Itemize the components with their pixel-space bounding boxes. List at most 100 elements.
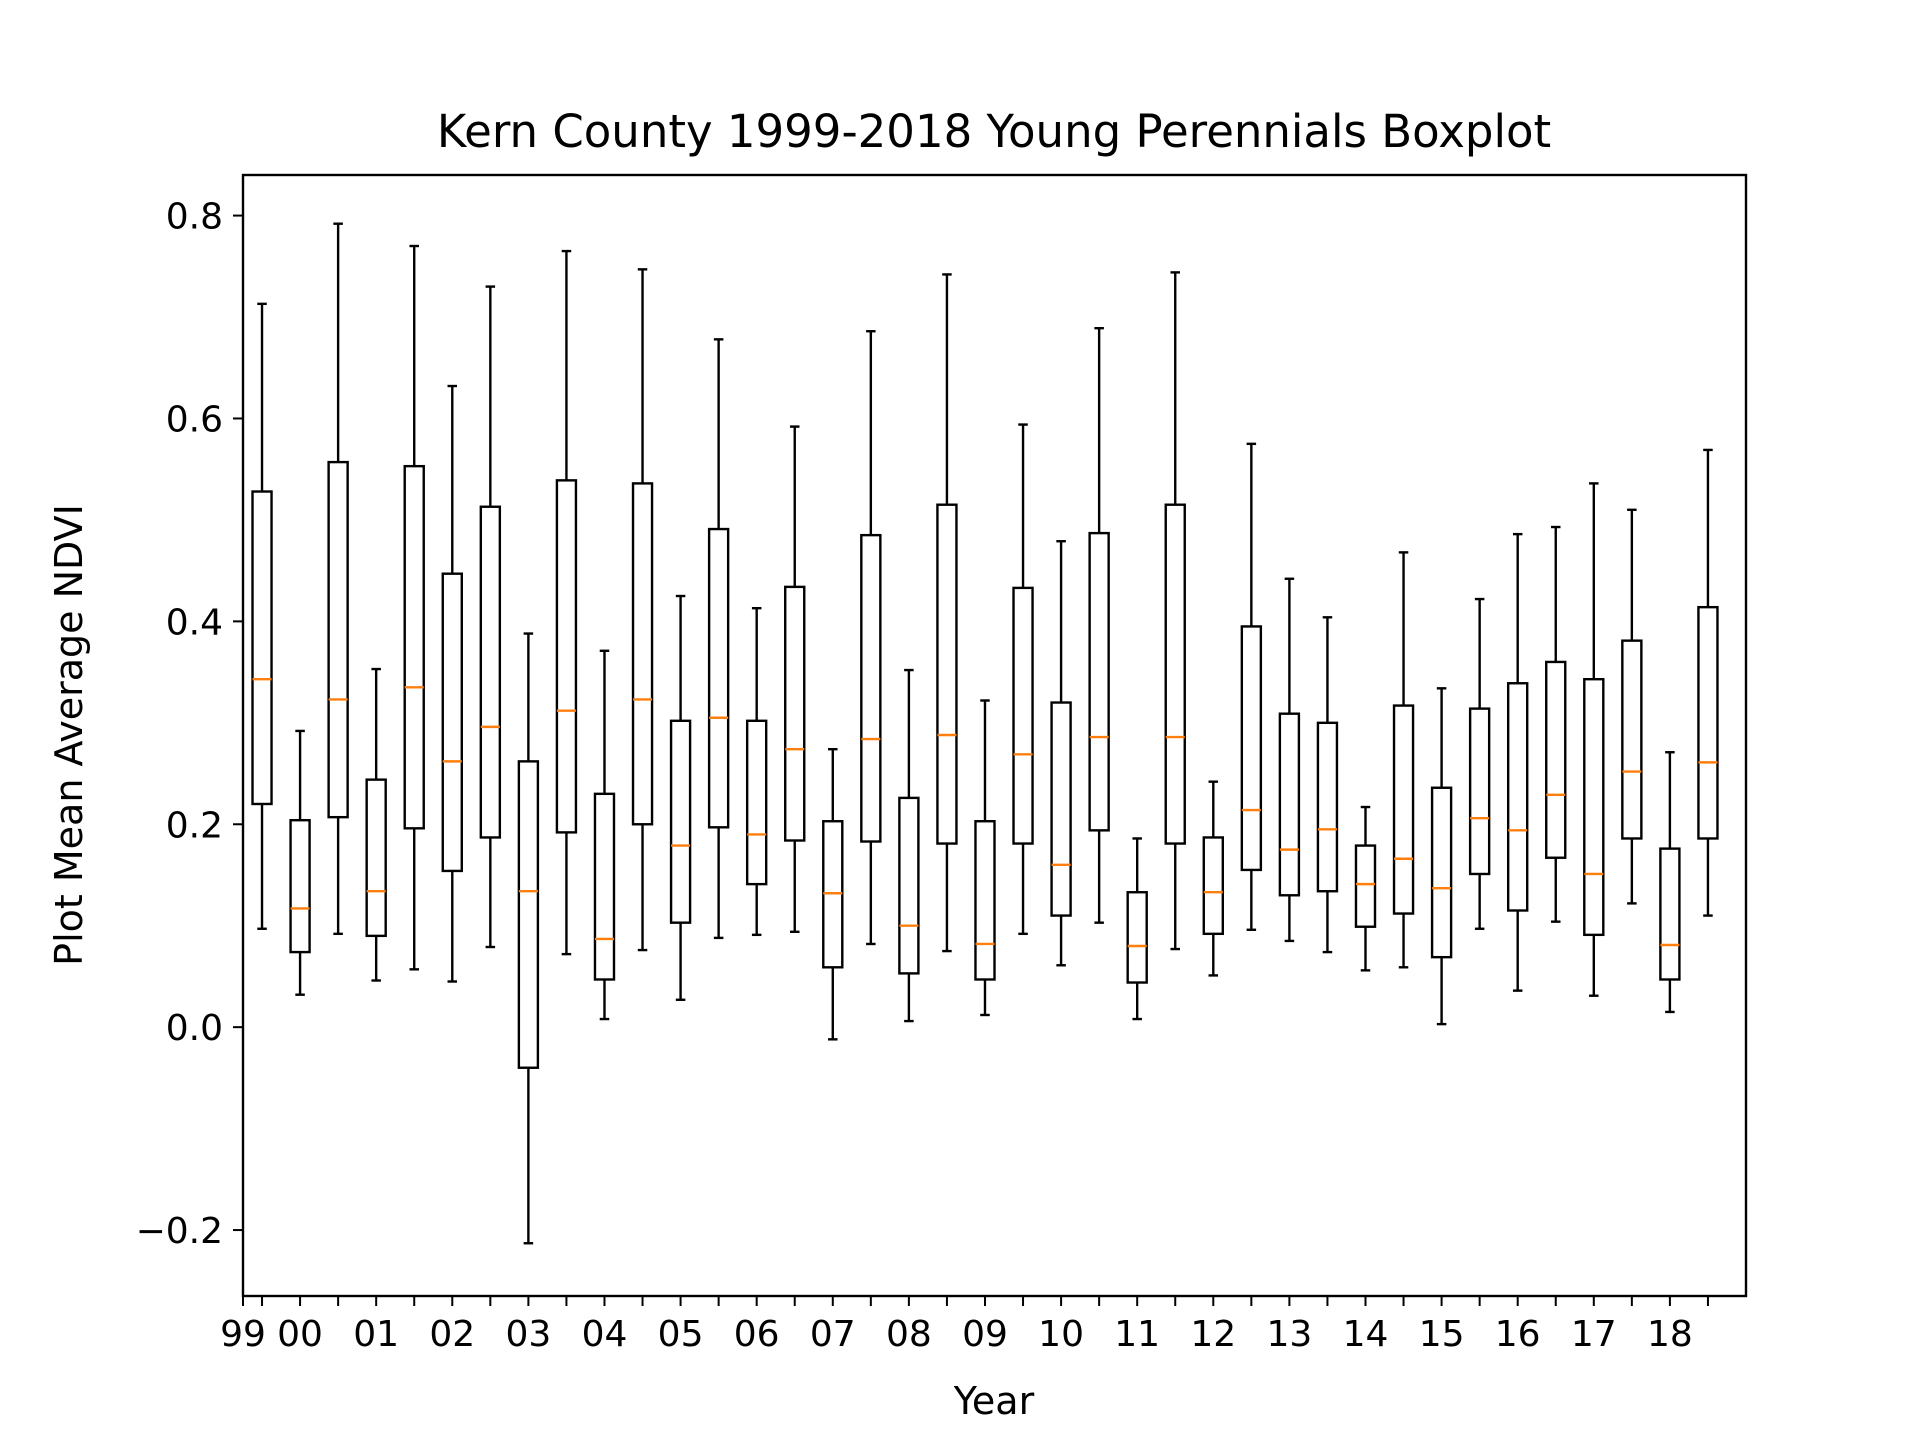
iqr-box xyxy=(1392,704,1415,915)
box-group xyxy=(1202,780,1225,977)
box-group xyxy=(631,268,654,952)
iqr-box xyxy=(707,527,730,829)
x-tick-label: 03 xyxy=(505,1314,551,1355)
y-tick-label: 0.4 xyxy=(166,602,223,643)
box-group xyxy=(936,273,958,953)
y-tick-label: −0.2 xyxy=(136,1211,223,1252)
x-tick-label: 01 xyxy=(353,1314,399,1355)
iqr-box xyxy=(251,490,273,806)
x-tick-label: 12 xyxy=(1190,1314,1236,1355)
box-group xyxy=(365,667,387,982)
box-group xyxy=(1050,540,1072,967)
box-group xyxy=(1621,508,1643,905)
iqr-box xyxy=(1050,701,1072,917)
y-tick-label: 0.6 xyxy=(166,399,223,440)
iqr-box xyxy=(1659,847,1681,981)
iqr-box xyxy=(1583,677,1605,937)
x-tick-label: 18 xyxy=(1647,1314,1693,1355)
iqr-box xyxy=(365,778,387,938)
box-group xyxy=(1545,525,1567,923)
box-group xyxy=(327,222,349,936)
iqr-box xyxy=(974,820,996,981)
iqr-box xyxy=(1506,682,1529,912)
x-tick-label: 02 xyxy=(429,1314,475,1355)
iqr-box xyxy=(555,479,578,834)
box-group xyxy=(289,729,311,996)
box-group xyxy=(1468,597,1491,930)
iqr-box xyxy=(898,796,920,975)
x-tick-label: 08 xyxy=(886,1314,932,1355)
x-tick-label: 06 xyxy=(734,1314,780,1355)
x-tick-label: 11 xyxy=(1114,1314,1160,1355)
y-tick-label: 0.2 xyxy=(166,805,223,846)
iqr-box xyxy=(936,503,958,845)
x-tick-label: 99 xyxy=(220,1314,266,1355)
x-axis: 99 00 01 02 03 04 05 06 07 08 09 10 11 12 13 14 15 16 17 18 xyxy=(220,1296,1709,1355)
iqr-box xyxy=(289,819,311,954)
iqr-box xyxy=(1430,786,1453,959)
axes-frame xyxy=(241,173,1748,1298)
x-tick-label: 17 xyxy=(1571,1314,1617,1355)
x-tick-label: 09 xyxy=(962,1314,1008,1355)
iqr-box xyxy=(1621,639,1643,840)
iqr-box xyxy=(517,760,540,1069)
iqr-box xyxy=(1126,891,1148,984)
iqr-box xyxy=(1697,605,1719,840)
iqr-box xyxy=(669,719,692,924)
plot-area xyxy=(251,222,1719,1245)
x-tick-label: 00 xyxy=(277,1314,323,1355)
x-tick-label: 14 xyxy=(1343,1314,1389,1355)
box-group xyxy=(1506,532,1529,992)
iqr-box xyxy=(1316,721,1339,893)
x-tick-label: 13 xyxy=(1266,1314,1312,1355)
box-group xyxy=(1697,448,1719,917)
box-group xyxy=(822,747,844,1041)
iqr-box xyxy=(1240,625,1263,872)
iqr-box xyxy=(1354,844,1377,928)
box-group xyxy=(745,606,768,937)
box-group xyxy=(669,594,692,1001)
box-group xyxy=(1088,326,1110,924)
iqr-box xyxy=(1545,660,1567,859)
box-group xyxy=(1278,577,1301,943)
iqr-box xyxy=(1164,503,1186,845)
iqr-box xyxy=(1088,531,1110,832)
y-tick-label: 0.0 xyxy=(166,1008,223,1049)
iqr-box xyxy=(860,533,882,843)
box-group xyxy=(517,632,540,1245)
box-group xyxy=(1354,805,1377,972)
iqr-box xyxy=(1202,836,1225,936)
box-group xyxy=(1164,271,1186,951)
box-group xyxy=(1240,442,1263,931)
box-group xyxy=(1392,551,1415,969)
box-group xyxy=(974,699,996,1017)
iqr-box xyxy=(745,719,768,886)
box-group xyxy=(707,338,730,940)
y-axis-label: Plot Mean Average NDVI xyxy=(47,504,91,966)
box-group xyxy=(479,285,502,949)
y-tick-label: 0.8 xyxy=(166,197,223,238)
iqr-box xyxy=(1468,707,1491,876)
box-group xyxy=(1430,687,1453,1026)
box-group xyxy=(784,425,806,934)
iqr-box xyxy=(631,482,654,826)
box-group xyxy=(1583,482,1605,997)
iqr-box xyxy=(784,585,806,842)
x-tick-label: 16 xyxy=(1495,1314,1541,1355)
box-group xyxy=(403,244,425,971)
iqr-box xyxy=(403,464,425,830)
box-group xyxy=(1659,751,1681,1014)
iqr-box xyxy=(1278,712,1301,897)
box-group xyxy=(555,249,578,956)
box-group xyxy=(251,302,273,930)
x-tick-label: 10 xyxy=(1038,1314,1084,1355)
iqr-box xyxy=(479,505,502,839)
box-group xyxy=(593,649,616,1021)
box-group xyxy=(898,668,920,1023)
box-group xyxy=(1126,837,1148,1021)
x-tick-label: 05 xyxy=(658,1314,704,1355)
x-tick-label: 15 xyxy=(1419,1314,1465,1355)
box-group xyxy=(441,384,463,983)
